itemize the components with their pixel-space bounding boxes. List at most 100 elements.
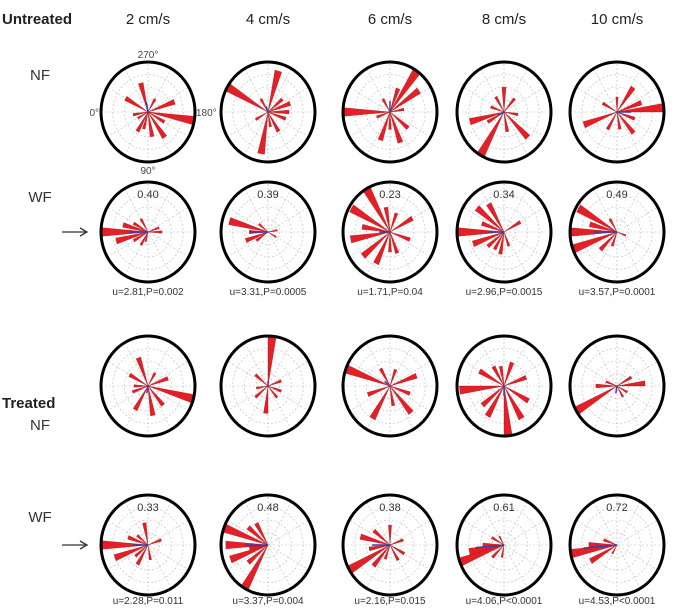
rose-petal xyxy=(501,86,507,113)
rose-petal xyxy=(615,96,619,113)
rose-petal xyxy=(147,111,155,138)
plot-outline xyxy=(341,60,439,164)
rose-petal xyxy=(229,544,269,564)
rose-petal xyxy=(367,385,391,397)
rose-petal xyxy=(147,98,157,113)
rose-petal xyxy=(132,221,149,233)
rose-petal xyxy=(480,385,505,408)
rose-petal xyxy=(372,528,391,546)
rayleigh-test-label: u=2.28,P=0.011 xyxy=(113,596,184,607)
rose-petal xyxy=(373,231,391,266)
rose-plot: 0.38 u=2.16,P=0.015 xyxy=(341,493,439,607)
mean-vector xyxy=(615,385,618,394)
angle-label-top: 270° xyxy=(138,50,159,61)
rose-petal xyxy=(389,385,396,407)
plot-outline xyxy=(568,334,666,438)
rose-petal xyxy=(616,111,636,121)
row-label: WF xyxy=(28,189,51,206)
rose-petal xyxy=(389,87,401,113)
rose-petal xyxy=(503,231,511,247)
rose-petal xyxy=(616,111,636,135)
rose-petal xyxy=(147,544,152,561)
rose-petal xyxy=(142,522,149,546)
rose-petal xyxy=(606,111,618,131)
row-label: WF xyxy=(28,509,51,526)
mean-vector xyxy=(475,544,505,549)
rose-plot: 0.72 u=4.53,P<0.0001 xyxy=(568,493,666,607)
rose-petal xyxy=(113,544,149,562)
plot-outline xyxy=(568,180,666,284)
rose-plot: 0.49 u=3.57,P=0.0001 xyxy=(568,180,666,298)
rose-petal xyxy=(255,111,269,121)
rose-petal xyxy=(388,111,392,130)
rose-plot xyxy=(219,60,317,164)
rose-petal xyxy=(132,385,149,412)
rose-petal xyxy=(122,222,149,233)
rose-petal xyxy=(127,535,149,546)
rose-petal xyxy=(598,231,618,252)
rose-petal xyxy=(128,372,149,387)
rose-petal xyxy=(133,384,149,388)
rose-plot: 0.33 u=2.28,P=0.011 xyxy=(99,493,197,607)
rose-petal xyxy=(484,385,505,418)
rose-petal xyxy=(500,544,505,558)
rose-plot: 270° 0° 180° 90° xyxy=(89,50,216,177)
rose-petal xyxy=(389,373,418,387)
rose-petal xyxy=(267,231,277,238)
rose-petal xyxy=(147,226,160,233)
rose-petal xyxy=(601,101,618,113)
rose-petal xyxy=(595,383,618,389)
rose-plot: 0.61 u=4.06,P<0.0001 xyxy=(455,493,553,607)
rose-petal xyxy=(611,544,618,555)
column-header: 10 cm/s xyxy=(591,11,644,28)
rose-petal xyxy=(603,538,618,546)
column-header: 2 cm/s xyxy=(126,11,170,28)
rose-petal xyxy=(491,365,505,387)
rose-petal xyxy=(616,375,633,387)
rose-petal xyxy=(135,544,149,566)
rose-petal xyxy=(486,231,505,249)
grid-ring xyxy=(377,219,403,245)
rayleigh-test-label: u=2.96,P=0.0015 xyxy=(466,287,543,298)
angle-label-bottom: 90° xyxy=(140,166,155,177)
rose-petal xyxy=(459,385,505,395)
rose-plot xyxy=(455,60,553,164)
rose-petal xyxy=(115,231,149,245)
rose-petal xyxy=(389,385,411,396)
rose-petal xyxy=(389,212,399,233)
rose-petal xyxy=(383,206,391,233)
rose-petal xyxy=(245,231,269,243)
row-label: NF xyxy=(30,417,50,434)
rose-petal xyxy=(347,544,391,574)
grid-ring xyxy=(377,373,403,399)
rose-petal xyxy=(267,229,278,233)
rose-plot: 0.40 u=2.81,P=0.002 xyxy=(99,180,197,298)
mean-vector-length-label: 0.38 xyxy=(379,502,400,514)
rose-petal xyxy=(490,105,505,113)
rose-petal xyxy=(388,231,392,253)
rose-petal xyxy=(144,231,149,243)
rose-petal xyxy=(494,95,505,113)
rose-petal xyxy=(369,385,391,421)
plot-outline xyxy=(568,60,666,164)
rose-petal xyxy=(389,87,421,113)
rose-petal xyxy=(472,231,505,248)
rose-petal xyxy=(589,544,618,564)
mean-vector-length-label: 0.39 xyxy=(257,189,278,201)
rose-petal xyxy=(503,375,527,387)
rose-petal xyxy=(246,544,269,565)
rose-petal xyxy=(254,373,269,387)
rose-petal xyxy=(361,224,391,233)
rose-petal xyxy=(389,538,404,546)
group-label-treated: Treated xyxy=(2,395,55,412)
rose-plot xyxy=(568,334,666,438)
rayleigh-test-label: u=2.81,P=0.002 xyxy=(112,287,184,298)
rose-petal xyxy=(616,231,627,237)
rose-petal xyxy=(383,544,391,560)
rose-petal xyxy=(267,111,272,128)
row-label: NF xyxy=(30,67,50,84)
mean-vector-length-label: 0.61 xyxy=(493,502,514,514)
rose-petal xyxy=(389,231,411,242)
rose-petal xyxy=(142,111,149,130)
